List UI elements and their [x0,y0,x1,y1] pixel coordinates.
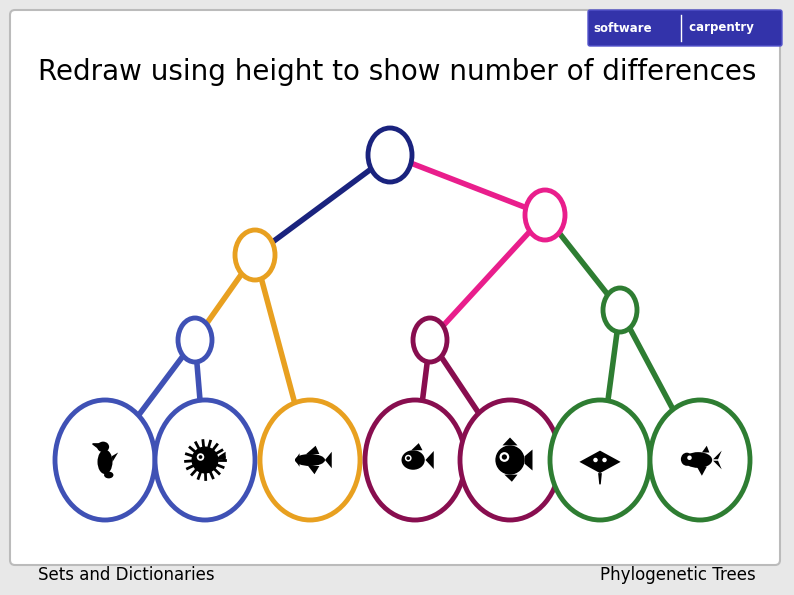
Polygon shape [308,466,319,474]
Ellipse shape [260,400,360,520]
Circle shape [688,456,692,460]
Circle shape [593,458,598,462]
Ellipse shape [368,128,412,182]
Text: software: software [594,21,653,35]
Ellipse shape [495,446,525,475]
Ellipse shape [191,446,218,474]
Circle shape [405,455,411,462]
Polygon shape [306,446,319,454]
Ellipse shape [460,400,560,520]
Ellipse shape [235,230,275,280]
Circle shape [198,455,202,459]
Polygon shape [525,449,533,471]
Ellipse shape [98,450,113,474]
Polygon shape [295,453,299,466]
Text: Redraw using height to show number of differences: Redraw using height to show number of di… [38,58,757,86]
Circle shape [603,458,607,462]
Polygon shape [702,446,709,453]
Ellipse shape [413,318,447,362]
FancyBboxPatch shape [10,10,780,565]
Circle shape [197,453,204,461]
Text: carpentry: carpentry [685,21,754,35]
Ellipse shape [104,472,114,478]
Ellipse shape [155,400,255,520]
Ellipse shape [550,400,650,520]
Polygon shape [218,452,225,462]
Ellipse shape [525,190,565,240]
Ellipse shape [650,400,750,520]
Ellipse shape [681,453,693,466]
FancyBboxPatch shape [588,10,782,46]
Polygon shape [325,452,332,468]
Polygon shape [112,453,118,462]
Polygon shape [426,451,434,469]
Polygon shape [713,450,722,459]
Circle shape [499,452,509,462]
Ellipse shape [365,400,465,520]
Circle shape [502,455,507,459]
Ellipse shape [684,452,712,468]
Ellipse shape [55,400,155,520]
Ellipse shape [97,441,109,452]
Text: Phylogenetic Trees: Phylogenetic Trees [600,566,756,584]
Circle shape [407,456,410,460]
Polygon shape [503,437,518,446]
Polygon shape [713,461,722,469]
Ellipse shape [402,450,425,469]
Text: Sets and Dictionaries: Sets and Dictionaries [38,566,214,584]
Ellipse shape [603,288,637,332]
Ellipse shape [178,318,212,362]
Polygon shape [411,443,422,450]
Polygon shape [504,475,518,482]
Polygon shape [598,473,602,484]
Polygon shape [696,466,707,476]
Polygon shape [580,450,621,473]
Ellipse shape [295,454,325,466]
FancyArrow shape [93,444,103,450]
